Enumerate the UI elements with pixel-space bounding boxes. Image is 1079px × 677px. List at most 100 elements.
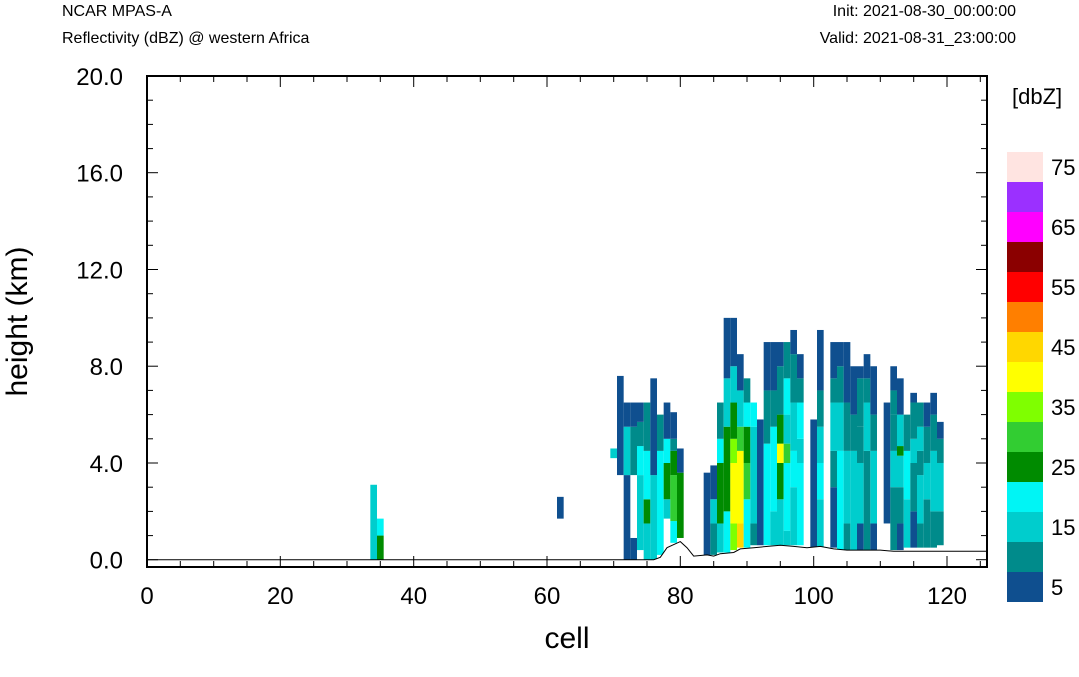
reflectivity-cell-86-0 (717, 523, 724, 553)
reflectivity-cell-86-2 (717, 438, 724, 463)
reflectivity-cell-95-3 (777, 414, 784, 444)
reflectivity-cell-112-1 (890, 450, 897, 488)
reflectivity-cell-103-1 (830, 450, 837, 488)
reflectivity-cell-101-2 (817, 426, 824, 463)
reflectivity-cell-85-0 (710, 523, 717, 555)
colorbar-box-50 (1007, 302, 1043, 332)
y-tick-label-3: 12.0 (76, 258, 123, 285)
reflectivity-cell-94-3 (770, 390, 777, 427)
reflectivity-cell-104-1 (837, 402, 844, 451)
reflectivity-cell-117-2 (923, 426, 931, 463)
reflectivity-cell-116-0 (917, 523, 924, 548)
reflectivity-cell-108-1 (863, 402, 871, 451)
reflectivity-cell-98-2 (797, 402, 804, 439)
reflectivity-cell-70-0 (610, 448, 617, 459)
reflectivity-cell-95-5 (777, 342, 784, 367)
reflectivity-cell-90-1 (743, 463, 751, 500)
colorbar-box-40 (1007, 362, 1043, 392)
reflectivity-cell-101-0 (817, 499, 824, 548)
reflectivity-cell-112-2 (890, 414, 897, 451)
reflectivity-cell-118-3 (930, 392, 937, 415)
reflectivity-cell-86-3 (717, 402, 724, 439)
reflectivity-cell-111-0 (883, 402, 891, 524)
terrain-line (147, 541, 987, 561)
reflectivity-cell-109-2 (870, 414, 877, 451)
y-tick-label-5: 20.0 (76, 64, 123, 91)
chart-subtitle: Reflectivity (dBZ) @ western Africa (62, 30, 310, 47)
reflectivity-cell-113-2 (897, 455, 904, 488)
reflectivity-cell-91-0 (750, 523, 757, 546)
reflectivity-cell-73-1 (630, 426, 637, 476)
reflectivity-cell-114-0 (903, 499, 911, 548)
colorbar-label-25: 25 (1051, 455, 1075, 480)
reflectivity-cell-77-1 (657, 414, 664, 451)
reflectivity-cell-74-3 (637, 402, 644, 422)
reflectivity-cell-72-2 (623, 402, 631, 427)
colorbar-box-15 (1007, 512, 1043, 542)
reflectivity-cell-105-1 (843, 450, 851, 524)
reflectivity-cell-75-2 (643, 450, 651, 500)
reflectivity-cell-112-0 (890, 487, 897, 551)
reflectivity-cell-90-0 (743, 499, 751, 548)
chart-title: NCAR MPAS-A (62, 3, 172, 20)
reflectivity-cell-62-0 (557, 496, 564, 519)
axis-ticks (146, 75, 987, 567)
reflectivity-cell-95-1 (777, 463, 784, 500)
reflectivity-cell-109-1 (870, 450, 877, 524)
x-tick-labels: 0 20 40 60 80 100 120 (140, 583, 967, 610)
colorbar-box-65 (1007, 212, 1043, 242)
colorbar-box-25 (1007, 452, 1043, 482)
reflectivity-cell-115-3 (910, 402, 917, 439)
colorbar-label-55: 55 (1051, 275, 1075, 300)
reflectivity-cell-86-1 (717, 463, 724, 524)
reflectivity-cell-88-3 (730, 402, 737, 439)
reflectivity-cell-96-0 (783, 530, 791, 546)
reflectivity-cell-72-1 (623, 426, 631, 476)
terrain-fill (147, 541, 987, 567)
reflectivity-cell-109-0 (870, 523, 877, 551)
reflectivity-cell-34-0 (370, 484, 377, 560)
reflectivity-cell-88-0 (730, 523, 737, 551)
reflectivity-cell-97-3 (790, 354, 797, 403)
y-tick-labels: 0.0 4.0 8.0 12.0 16.0 20.0 (76, 64, 123, 575)
reflectivity-cell-109-3 (870, 366, 877, 415)
colorbar-box-30 (1007, 422, 1043, 452)
reflectivity-cell-35-0 (377, 535, 384, 560)
colorbar-box-35 (1007, 392, 1043, 422)
reflectivity-cell-74-2 (637, 421, 644, 447)
reflectivity-cell-117-3 (923, 402, 931, 427)
reflectivity-cell-91-1 (750, 426, 757, 524)
reflectivity-cell-119-3 (937, 421, 944, 439)
terrain-layer (147, 541, 987, 567)
reflectivity-cell-87-1 (723, 426, 731, 512)
reflectivity-cell-119-1 (937, 463, 944, 512)
x-axis-title: cell (544, 622, 589, 655)
x-tick-label-60: 60 (534, 583, 561, 610)
reflectivity-cell-98-4 (797, 354, 804, 379)
y-tick-label-0: 0.0 (90, 548, 123, 575)
reflectivity-cell-87-2 (723, 378, 731, 427)
reflectivity-cell-73-0 (630, 537, 637, 560)
reflectivity-cell-94-1 (770, 463, 777, 512)
reflectivity-cells (370, 317, 944, 560)
reflectivity-cell-113-0 (897, 523, 904, 551)
reflectivity-cell-106-1 (850, 414, 857, 451)
reflectivity-cell-95-0 (777, 499, 784, 546)
reflectivity-cell-90-4 (743, 378, 751, 403)
reflectivity-cell-106-0 (850, 450, 857, 551)
reflectivity-cell-108-0 (863, 450, 871, 551)
reflectivity-cell-79-4 (670, 412, 677, 439)
reflectivity-cell-78-2 (663, 438, 671, 463)
reflectivity-cell-116-1 (917, 475, 924, 524)
y-tick-label-1: 4.0 (90, 451, 123, 478)
reflectivity-cell-104-3 (837, 342, 844, 367)
reflectivity-cell-94-4 (770, 342, 777, 391)
colorbar-title: [dbZ] (1012, 84, 1062, 109)
reflectivity-cell-100-0 (810, 419, 817, 548)
reflectivity-cell-88-2 (730, 438, 737, 463)
colorbar-label-15: 15 (1051, 515, 1075, 540)
reflectivity-cell-87-3 (723, 317, 731, 379)
reflectivity-cell-78-1 (663, 463, 671, 500)
valid-time: Valid: 2021-08-31_23:00:00 (819, 30, 1016, 47)
